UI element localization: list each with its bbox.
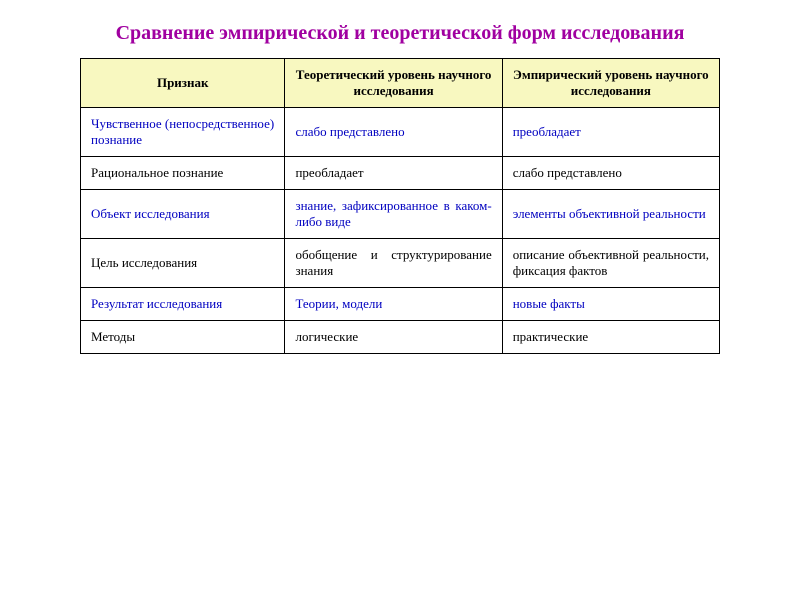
cell: Чувственное (непосредственное) познание bbox=[81, 108, 285, 157]
table-row: Цель исследования обобщение и структурир… bbox=[81, 239, 720, 288]
cell: слабо представлено bbox=[502, 157, 719, 190]
cell: Методы bbox=[81, 321, 285, 354]
comparison-table: Признак Теоретический уровень научного и… bbox=[80, 58, 720, 354]
cell: логические bbox=[285, 321, 502, 354]
cell: Рациональное познание bbox=[81, 157, 285, 190]
cell: преобладает bbox=[285, 157, 502, 190]
cell: Цель исследования bbox=[81, 239, 285, 288]
cell: обобщение и структурирование знания bbox=[285, 239, 502, 288]
table-row: Рациональное познание преобладает слабо … bbox=[81, 157, 720, 190]
cell: практические bbox=[502, 321, 719, 354]
cell: описание объективной реальности, фиксаци… bbox=[502, 239, 719, 288]
cell: новые факты bbox=[502, 288, 719, 321]
table-row: Результат исследования Теории, модели но… bbox=[81, 288, 720, 321]
table-row: Объект исследования знание, зафиксирован… bbox=[81, 190, 720, 239]
cell: Объект исследования bbox=[81, 190, 285, 239]
header-col-3: Эмпирический уровень научного исследован… bbox=[502, 59, 719, 108]
cell: Теории, модели bbox=[285, 288, 502, 321]
table-row: Чувственное (непосредственное) познание … bbox=[81, 108, 720, 157]
slide-title: Сравнение эмпирической и теоретической ф… bbox=[80, 20, 720, 46]
cell: Результат исследования bbox=[81, 288, 285, 321]
cell: знание, зафиксированное в каком-либо вид… bbox=[285, 190, 502, 239]
slide: Сравнение эмпирической и теоретической ф… bbox=[0, 0, 800, 600]
table-header-row: Признак Теоретический уровень научного и… bbox=[81, 59, 720, 108]
table-row: Методы логические практические bbox=[81, 321, 720, 354]
cell: элементы объективной реальности bbox=[502, 190, 719, 239]
cell: преобладает bbox=[502, 108, 719, 157]
cell: слабо представлено bbox=[285, 108, 502, 157]
header-col-2: Теоретический уровень научного исследова… bbox=[285, 59, 502, 108]
header-col-1: Признак bbox=[81, 59, 285, 108]
